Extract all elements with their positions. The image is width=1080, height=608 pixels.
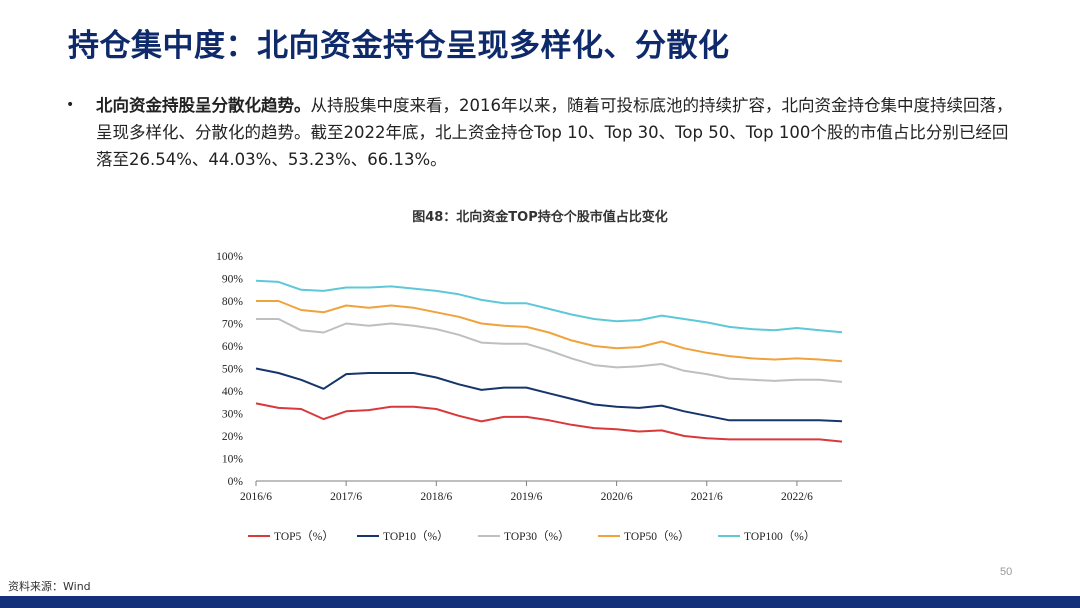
chart-title: 图48：北向资金TOP持仓个股市值占比变化 [412,210,668,225]
legend-label-5: TOP100（%） [744,530,815,543]
series-line-4 [256,300,843,363]
x-tick-label: 2016/6 [240,491,272,503]
series-line-5 [255,279,843,334]
legend-label-3: TOP30（%） [504,530,570,543]
legend-label-2: TOP10（%） [383,530,449,543]
y-tick-label: 70% [222,319,244,331]
y-tick-label: 30% [222,409,244,421]
bullet-body-text: 从持股集中度来看，2016年以来，随着可投标底池的持续扩容，北向资金持仓集中度持… [96,96,1013,169]
bullet-text: 北向资金持股呈分散化趋势。从持股集中度来看，2016年以来，随着可投标底池的持续… [96,92,1018,173]
y-tick-label: 90% [222,274,244,286]
y-tick-label: 100% [216,251,243,263]
page-number: 50 [1000,566,1013,578]
bullet-paragraph: • 北向资金持股呈分散化趋势。从持股集中度来看，2016年以来，随着可投标底池的… [66,92,1018,173]
bullet-bold-text: 北向资金持股呈分散化趋势。 [96,96,311,115]
x-tick-label: 2019/6 [510,491,542,503]
series-line-1 [255,402,843,443]
x-tick-label: 2022/6 [781,491,813,503]
series-line-2 [255,367,843,423]
y-tick-label: 40% [222,386,244,398]
y-tick-label: 60% [222,341,244,353]
slide-title: 持仓集中度：北向资金持仓呈现多样化、分散化 [68,28,730,64]
y-tick-label: 0% [228,476,244,488]
line-chart: 0% 10% 20% 30% 40% 50% 60% 70% 80% 90% 100% 2016/6 2… [216,251,843,543]
bullet-dot-icon: • [66,97,75,113]
x-tick-label: 2021/6 [691,491,723,503]
x-tick-label: 2020/6 [601,491,633,503]
footer-bar [0,596,1080,608]
source-note: 资料来源：Wind [8,580,91,593]
legend-label-1: TOP5（%） [274,530,334,543]
y-tick-label: 10% [222,454,244,466]
y-tick-label: 80% [222,296,244,308]
chart-legend: TOP5（%） TOP10（%） TOP30（%） TOP50（%） TOP100（%） [248,530,815,543]
y-tick-label: 50% [222,364,244,376]
series-line-3 [256,318,843,383]
legend-label-4: TOP50（%） [624,530,690,543]
chart-series-lines [255,279,843,443]
y-tick-label: 20% [222,431,244,443]
x-tick-label: 2018/6 [420,491,452,503]
x-tick-label: 2017/6 [330,491,362,503]
chart-axes: 0% 10% 20% 30% 40% 50% 60% 70% 80% 90% 100% 2016/6 2… [216,251,842,503]
